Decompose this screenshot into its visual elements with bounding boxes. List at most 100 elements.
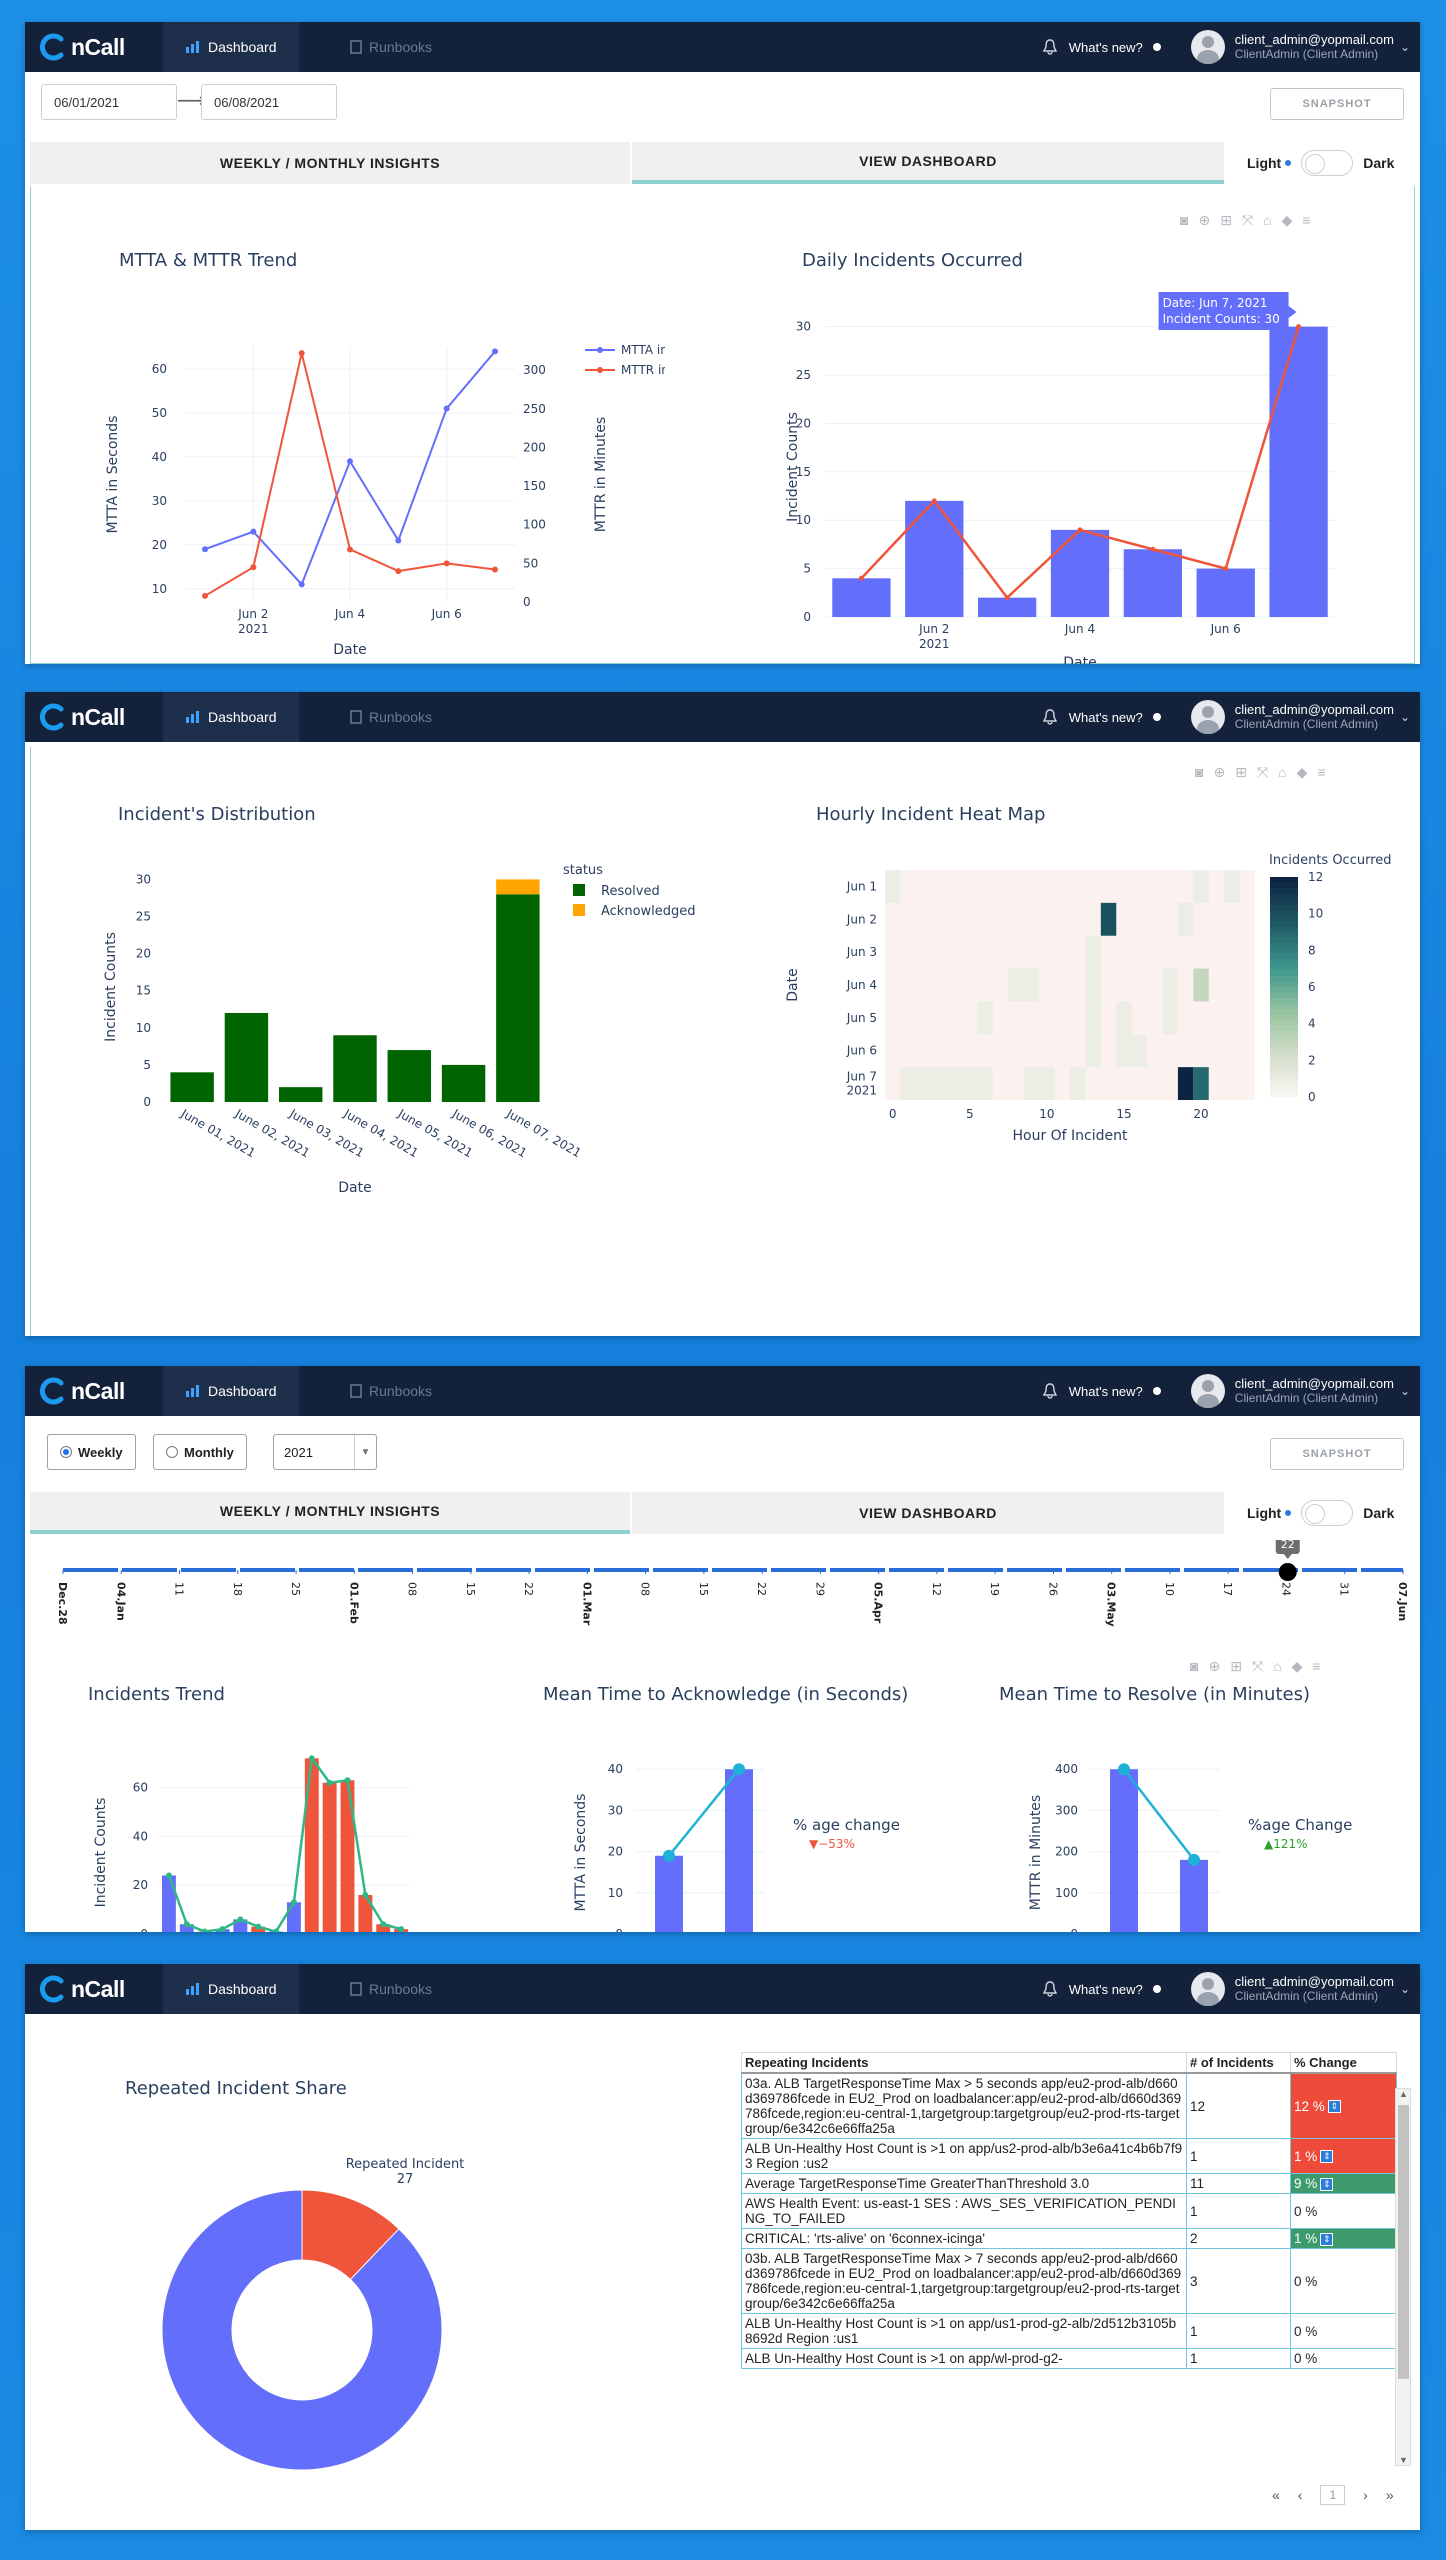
header-change[interactable]: % Change <box>1290 2052 1397 2074</box>
theme-toggle[interactable] <box>1301 1500 1354 1526</box>
table-row[interactable]: Average TargetResponseTime GreaterThanTh… <box>741 2173 1397 2194</box>
avatar[interactable] <box>1190 1972 1225 2006</box>
table-row[interactable]: AWS Health Event: us-east-1 SES : AWS_SE… <box>741 2193 1397 2229</box>
bell-icon[interactable] <box>1041 708 1059 726</box>
scroll-up-icon[interactable]: ▲ <box>1399 2089 1408 2099</box>
chevron-down-icon[interactable]: ⌄ <box>1399 40 1410 54</box>
plus-icon[interactable]: ⊞ <box>1220 212 1232 228</box>
spike-icon[interactable]: ◆ <box>1291 1658 1303 1674</box>
date-from-input[interactable]: 06/01/2021 <box>41 84 177 120</box>
zoom-icon[interactable]: ⊕ <box>1198 212 1211 228</box>
logo[interactable]: nCall <box>39 32 125 62</box>
first-page-button[interactable]: « <box>1272 2487 1280 2503</box>
nav-runbooks[interactable]: Runbooks <box>328 1366 454 1416</box>
x-tick-label: Jun 4 <box>1064 622 1095 636</box>
reset-axes-icon[interactable]: ⌂ <box>1278 764 1287 780</box>
date-to-input[interactable]: 06/08/2021 <box>201 84 337 120</box>
monthly-radio[interactable]: Monthly <box>153 1434 247 1470</box>
compare-icon[interactable]: ≡ <box>1302 212 1311 228</box>
header-count[interactable]: # of Incidents <box>1186 2052 1291 2074</box>
prev-page-button[interactable]: ‹ <box>1297 2487 1303 2503</box>
table-row[interactable]: ALB Un-Healthy Host Count is >1 on app/w… <box>741 2348 1397 2369</box>
scroll-down-icon[interactable]: ▼ <box>1399 2455 1408 2465</box>
logo[interactable]: nCall <box>39 702 125 732</box>
plot-modebar[interactable]: ◙ ⊕ ⊞ ⤧ ⌂ ◆ ≡ <box>1195 764 1326 781</box>
autoscale-icon[interactable]: ⤧ <box>1256 764 1269 780</box>
timeline-handle[interactable] <box>1278 1563 1297 1581</box>
reset-axes-icon[interactable]: ⌂ <box>1263 212 1272 228</box>
reset-axes-icon[interactable]: ⌂ <box>1273 1658 1282 1674</box>
whats-new-link[interactable]: What's new? <box>1068 39 1143 55</box>
nav-runbooks[interactable]: Runbooks <box>328 22 454 72</box>
nav-dashboard[interactable]: Dashboard <box>163 692 299 742</box>
table-row[interactable]: ALB Un-Healthy Host Count is >1 on app/u… <box>741 2138 1397 2174</box>
user-block[interactable]: client_admin@yopmail.com ClientAdmin (Cl… <box>1235 32 1394 62</box>
tab-insights[interactable]: WEEKLY / MONTHLY INSIGHTS <box>30 142 630 184</box>
bell-icon[interactable] <box>1041 1382 1059 1400</box>
user-block[interactable]: client_admin@yopmail.com ClientAdmin (Cl… <box>1235 1376 1394 1406</box>
table-row[interactable]: 03a. ALB TargetResponseTime Max > 5 seco… <box>741 2072 1397 2139</box>
camera-icon[interactable]: ◙ <box>1195 764 1204 780</box>
camera-icon[interactable]: ◙ <box>1190 1658 1199 1674</box>
nav-dashboard[interactable]: Dashboard <box>163 1366 299 1416</box>
scroll-thumb[interactable] <box>1398 2105 1409 2379</box>
whats-new-link[interactable]: What's new? <box>1068 1981 1143 1997</box>
zoom-icon[interactable]: ⊕ <box>1208 1658 1221 1674</box>
spike-icon[interactable]: ◆ <box>1296 764 1308 780</box>
week-timeline-slider[interactable]: Dec.28 04.Jan 11 18 25 01.Feb 08 15 22 01.Mar 08 15… <box>25 1540 1420 1650</box>
user-block[interactable]: client_admin@yopmail.com ClientAdmin (Cl… <box>1235 1974 1394 2004</box>
user-block[interactable]: client_admin@yopmail.com ClientAdmin (Cl… <box>1235 702 1394 732</box>
plot-modebar[interactable]: ◙ ⊕ ⊞ ⤧ ⌂ ◆ ≡ <box>1180 212 1311 229</box>
table-scrollbar[interactable]: ▲ ▼ <box>1395 2088 1411 2466</box>
table-row[interactable]: CRITICAL: 'rts-alive' on '6connex-icinga… <box>741 2228 1397 2249</box>
bell-icon[interactable] <box>1041 38 1059 56</box>
nav-dashboard[interactable]: Dashboard <box>163 22 299 72</box>
table-row[interactable]: ALB Un-Healthy Host Count is >1 on app/u… <box>741 2313 1397 2349</box>
next-page-button[interactable]: › <box>1363 2487 1368 2503</box>
theme-toggle[interactable] <box>1301 150 1354 176</box>
tab-view-dashboard[interactable]: VIEW DASHBOARD <box>632 1492 1224 1534</box>
nav-runbooks[interactable]: Runbooks <box>328 1964 454 2014</box>
repeated-share-donut-chart[interactable]: Repeated Incident27Individual Incident19… <box>85 2094 505 2514</box>
nav-runbooks[interactable]: Runbooks <box>328 692 454 742</box>
whats-new-link[interactable]: What's new? <box>1068 1383 1143 1399</box>
snapshot-button[interactable]: SNAPSHOT <box>1270 88 1404 120</box>
compare-icon[interactable]: ≡ <box>1312 1658 1321 1674</box>
logo[interactable]: nCall <box>39 1974 125 2004</box>
zoom-icon[interactable]: ⊕ <box>1213 764 1226 780</box>
table-row[interactable]: 03b. ALB TargetResponseTime Max > 7 seco… <box>741 2248 1397 2314</box>
year-select[interactable]: 2021 ▼ <box>273 1434 377 1470</box>
weekly-radio[interactable]: Weekly <box>47 1434 136 1470</box>
incidents-trend-chart[interactable]: 0 20 40 60 Incident Counts <box>55 1706 435 1932</box>
avatar[interactable] <box>1190 1374 1225 1408</box>
header-repeating[interactable]: Repeating Incidents <box>741 2052 1187 2074</box>
chevron-down-icon[interactable]: ⌄ <box>1399 710 1410 724</box>
bell-icon[interactable] <box>1041 1980 1059 1998</box>
chevron-down-icon[interactable]: ⌄ <box>1399 1384 1410 1398</box>
tab-view-dashboard[interactable]: VIEW DASHBOARD <box>632 142 1224 184</box>
plus-icon[interactable]: ⊞ <box>1230 1658 1242 1674</box>
whats-new-link[interactable]: What's new? <box>1068 709 1143 725</box>
avatar[interactable] <box>1190 30 1225 64</box>
snapshot-button[interactable]: SNAPSHOT <box>1270 1438 1404 1470</box>
last-page-button[interactable]: » <box>1385 2487 1394 2503</box>
current-page[interactable]: 1 <box>1320 2485 1346 2505</box>
autoscale-icon[interactable]: ⤧ <box>1251 1658 1264 1674</box>
nav-dashboard[interactable]: Dashboard <box>163 1964 299 2014</box>
plot-modebar[interactable]: ◙ ⊕ ⊞ ⤧ ⌂ ◆ ≡ <box>1190 1658 1321 1675</box>
autoscale-icon[interactable]: ⤧ <box>1241 212 1254 228</box>
tab-insights[interactable]: WEEKLY / MONTHLY INSIGHTS <box>30 1492 630 1534</box>
logo[interactable]: nCall <box>39 1376 125 1406</box>
chevron-down-icon[interactable]: ⌄ <box>1399 1982 1410 1996</box>
camera-icon[interactable]: ◙ <box>1180 212 1189 228</box>
compare-icon[interactable]: ≡ <box>1317 764 1326 780</box>
spike-icon[interactable]: ◆ <box>1281 212 1293 228</box>
plus-icon[interactable]: ⊞ <box>1235 764 1247 780</box>
avatar[interactable] <box>1190 700 1225 734</box>
